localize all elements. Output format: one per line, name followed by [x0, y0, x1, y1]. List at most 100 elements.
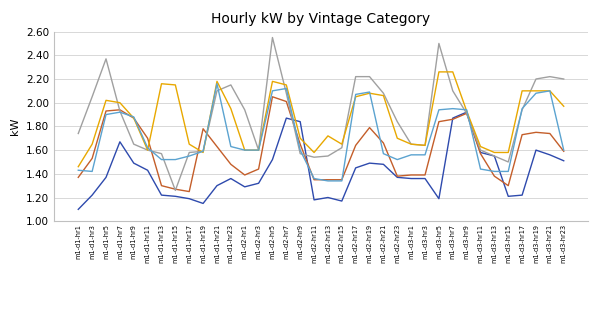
10+ [532, 91, 539, 95]
60-79 [491, 174, 498, 178]
80-99 [325, 154, 332, 158]
60-79 [449, 118, 457, 121]
60-79 [214, 145, 221, 149]
80-99 [449, 89, 457, 93]
<60 [241, 185, 248, 189]
60-79 [241, 173, 248, 177]
10+ [352, 93, 359, 96]
60-79 [269, 95, 276, 99]
Y-axis label: kW: kW [10, 118, 20, 135]
00-10 [116, 101, 124, 105]
80-99 [241, 108, 248, 112]
00-10 [505, 151, 512, 155]
10+ [505, 169, 512, 173]
60-79 [144, 137, 151, 140]
10+ [214, 82, 221, 86]
80-99 [296, 152, 304, 155]
80-99 [421, 143, 428, 147]
80-99 [283, 91, 290, 95]
00-10 [435, 70, 442, 74]
10+ [338, 179, 346, 183]
00-10 [560, 104, 568, 108]
<60 [185, 197, 193, 201]
80-99 [185, 151, 193, 155]
00-10 [352, 95, 359, 99]
<60 [407, 177, 415, 180]
80-99 [103, 57, 110, 61]
80-99 [338, 146, 346, 150]
00-10 [407, 142, 415, 146]
00-10 [185, 142, 193, 146]
00-10 [546, 89, 553, 93]
80-99 [518, 108, 526, 112]
<60 [227, 177, 235, 180]
60-79 [380, 141, 387, 145]
00-10 [89, 142, 96, 146]
10+ [269, 89, 276, 93]
60-79 [366, 126, 373, 130]
60-79 [477, 152, 484, 155]
00-10 [103, 99, 110, 102]
10+ [449, 107, 457, 111]
<60 [74, 208, 82, 211]
<60 [325, 196, 332, 199]
00-10 [380, 94, 387, 98]
10+ [421, 153, 428, 157]
10+ [130, 115, 137, 119]
60-79 [407, 173, 415, 177]
10+ [200, 149, 207, 153]
10+ [296, 148, 304, 152]
10+ [283, 87, 290, 90]
80-99 [74, 132, 82, 136]
<60 [560, 159, 568, 163]
00-10 [269, 80, 276, 83]
Line: <60: <60 [78, 112, 564, 210]
<60 [532, 148, 539, 152]
<60 [380, 162, 387, 166]
00-10 [227, 107, 235, 111]
80-99 [130, 142, 137, 146]
00-10 [296, 137, 304, 140]
<60 [296, 120, 304, 124]
00-10 [241, 148, 248, 152]
10+ [325, 179, 332, 183]
10+ [407, 153, 415, 157]
00-10 [463, 109, 470, 113]
60-79 [283, 100, 290, 103]
10+ [144, 146, 151, 150]
10+ [366, 90, 373, 94]
60-79 [325, 178, 332, 182]
60-79 [532, 131, 539, 134]
00-10 [518, 89, 526, 93]
80-99 [380, 91, 387, 95]
00-10 [283, 83, 290, 87]
10+ [380, 152, 387, 155]
60-79 [200, 127, 207, 131]
80-99 [407, 142, 415, 146]
10+ [518, 107, 526, 111]
10+ [435, 108, 442, 112]
<60 [546, 153, 553, 157]
10+ [255, 148, 262, 152]
10+ [560, 148, 568, 152]
10+ [116, 110, 124, 114]
Title: Hourly kW by Vintage Category: Hourly kW by Vintage Category [211, 12, 431, 26]
60-79 [172, 187, 179, 191]
10+ [491, 169, 498, 173]
00-10 [532, 89, 539, 93]
80-99 [366, 75, 373, 79]
00-10 [491, 151, 498, 155]
00-10 [214, 80, 221, 83]
60-79 [74, 175, 82, 179]
60-79 [421, 173, 428, 177]
80-99 [144, 148, 151, 152]
80-99 [435, 42, 442, 46]
60-79 [435, 120, 442, 124]
00-10 [172, 83, 179, 87]
<60 [310, 198, 317, 202]
60-79 [116, 108, 124, 112]
80-99 [269, 36, 276, 40]
10+ [74, 168, 82, 172]
00-10 [158, 82, 165, 86]
80-99 [560, 77, 568, 81]
